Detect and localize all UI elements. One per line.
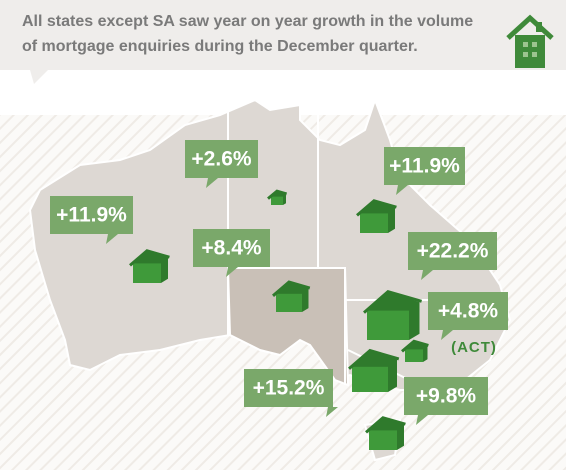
header-line: All states except SA saw year on year gr… xyxy=(22,13,473,30)
label-box xyxy=(244,369,338,417)
label-box xyxy=(404,377,488,425)
house-roof xyxy=(401,339,429,353)
growth-label: +22.2% xyxy=(417,240,489,263)
house-icon xyxy=(363,290,423,340)
growth-label: +15.2% xyxy=(253,377,325,400)
growth-label: +4.8% xyxy=(438,300,498,323)
growth-label: +8.4% xyxy=(201,237,261,260)
label-box xyxy=(50,196,133,244)
growth-label: +11.9% xyxy=(389,155,460,178)
house-roof xyxy=(129,249,170,267)
house-front xyxy=(271,196,283,205)
house-icon xyxy=(129,249,170,283)
house-front xyxy=(360,213,388,233)
header-line: of mortgage enquiries during the Decembe… xyxy=(22,38,418,55)
header-band xyxy=(0,0,566,84)
house-icon xyxy=(272,280,311,312)
house-icon xyxy=(348,348,400,392)
house-roof xyxy=(356,199,397,217)
house-front xyxy=(369,430,397,450)
house-icon xyxy=(356,199,397,233)
house-roof xyxy=(348,348,400,370)
label-box xyxy=(185,140,258,188)
growth-label: +9.8% xyxy=(416,385,476,408)
house-icon xyxy=(365,416,406,450)
label-box xyxy=(428,292,508,340)
header-icon xyxy=(506,14,554,68)
house-icon xyxy=(267,189,288,205)
label-box xyxy=(193,229,270,277)
house-front xyxy=(367,310,409,340)
region-note: (ACT) xyxy=(451,339,497,356)
house-roof xyxy=(267,189,288,200)
house-front xyxy=(352,366,388,392)
house-roof xyxy=(272,280,311,297)
house-roof xyxy=(365,416,406,434)
label-box xyxy=(384,147,465,195)
house-roof xyxy=(363,290,423,314)
house-front xyxy=(133,263,161,283)
house-front xyxy=(276,293,302,312)
growth-label: +11.9% xyxy=(56,204,127,227)
house-front xyxy=(405,349,423,362)
label-box xyxy=(408,232,497,280)
house-icon xyxy=(401,339,429,362)
growth-label: +2.6% xyxy=(191,148,251,171)
